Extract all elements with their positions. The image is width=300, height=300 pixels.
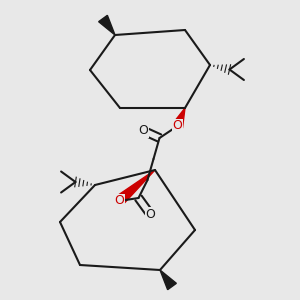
Polygon shape <box>99 15 115 35</box>
Text: O: O <box>146 208 155 221</box>
Polygon shape <box>172 108 185 128</box>
Text: O: O <box>138 124 148 137</box>
Polygon shape <box>160 270 176 290</box>
Text: O: O <box>114 194 124 208</box>
Text: O: O <box>172 119 182 133</box>
Polygon shape <box>116 170 155 205</box>
